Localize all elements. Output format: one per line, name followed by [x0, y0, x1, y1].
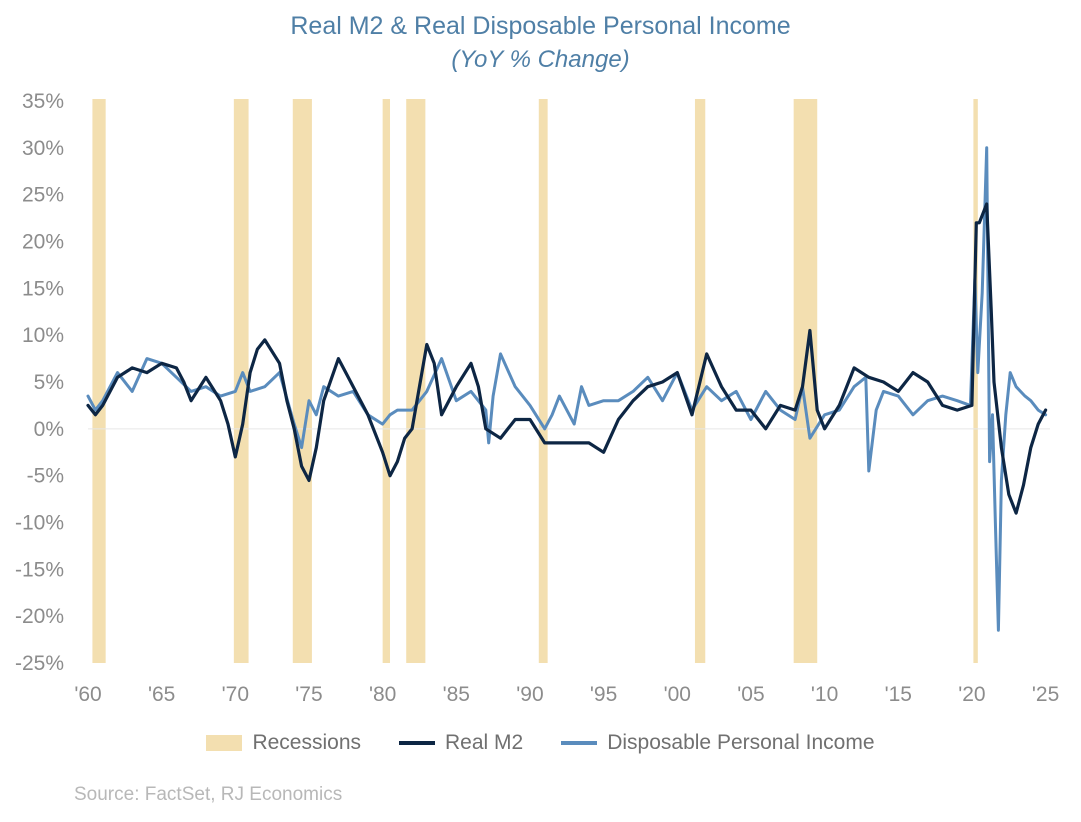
x-tick-label: '05 [737, 683, 764, 706]
legend-swatch-recessions [206, 735, 243, 751]
recession-bands [92, 99, 978, 663]
y-tick-label: 0% [34, 418, 64, 441]
x-tick-label: '20 [958, 683, 985, 706]
legend-swatch-dpi [561, 741, 598, 745]
y-tick-label: 35% [22, 90, 64, 113]
y-tick-label: -15% [15, 558, 64, 581]
recession-band-8 [973, 99, 978, 663]
x-tick-label: '25 [1032, 683, 1059, 706]
y-tick-label: 30% [22, 137, 64, 160]
chart-subtitle: (YoY % Change) [451, 46, 630, 73]
x-tick-label: '95 [590, 683, 617, 706]
y-tick-label: -5% [27, 465, 64, 488]
chart-plot: 35% 30% 25% 20% 15% 10% 5% 0% -5% -10% -15% -20% -25… [15, 90, 1059, 706]
y-tick-label: 10% [22, 324, 64, 347]
x-axis: '60 '65 '70 '75 '80 '85 '90 '95 '00 '05 '10 '15 '20 '… [74, 683, 1059, 706]
x-tick-label: '65 [148, 683, 175, 706]
x-tick-label: '75 [295, 683, 322, 706]
recession-band-7 [793, 99, 818, 663]
x-tick-label: '15 [885, 683, 912, 706]
legend-item-recessions: Recessions [206, 731, 361, 755]
legend: Recessions Real M2 Disposable Personal I… [0, 728, 1081, 758]
y-tick-label: 20% [22, 231, 64, 254]
y-axis: 35% 30% 25% 20% 15% 10% 5% 0% -5% -10% -15% -20% -25… [15, 90, 64, 675]
x-tick-label: '80 [369, 683, 396, 706]
x-tick-label: '85 [443, 683, 470, 706]
y-tick-label: 25% [22, 184, 64, 207]
legend-swatch-real-m2 [399, 741, 436, 745]
x-tick-label: '70 [222, 683, 249, 706]
recession-band-3 [382, 99, 391, 663]
series-line-real-m2 [86, 202, 1048, 515]
y-tick-label: -20% [15, 605, 64, 628]
chart-title: Real M2 & Real Disposable Personal Incom… [290, 12, 791, 40]
recession-band-2 [292, 99, 312, 663]
y-tick-label: -25% [15, 652, 64, 675]
legend-label-recessions: Recessions [252, 731, 362, 754]
x-tick-label: '90 [516, 683, 543, 706]
x-tick-label: '60 [74, 683, 101, 706]
legend-item-real-m2: Real M2 [399, 731, 523, 755]
x-tick-label: '00 [664, 683, 691, 706]
recession-band-1 [233, 99, 249, 663]
x-tick-label: '10 [811, 683, 838, 706]
recession-band-0 [92, 99, 106, 663]
series-line-dpi [86, 146, 1048, 632]
legend-label-dpi: Disposable Personal Income [607, 731, 875, 754]
legend-item-dpi: Disposable Personal Income [561, 731, 875, 755]
series-lines [86, 146, 1048, 632]
recession-band-5 [538, 99, 548, 663]
y-tick-label: 5% [34, 371, 64, 394]
source-note: Source: FactSet, RJ Economics [74, 784, 343, 805]
y-tick-label: -10% [15, 512, 64, 535]
y-tick-label: 15% [22, 277, 64, 300]
recession-band-4 [406, 99, 426, 663]
legend-label-real-m2: Real M2 [445, 731, 524, 754]
